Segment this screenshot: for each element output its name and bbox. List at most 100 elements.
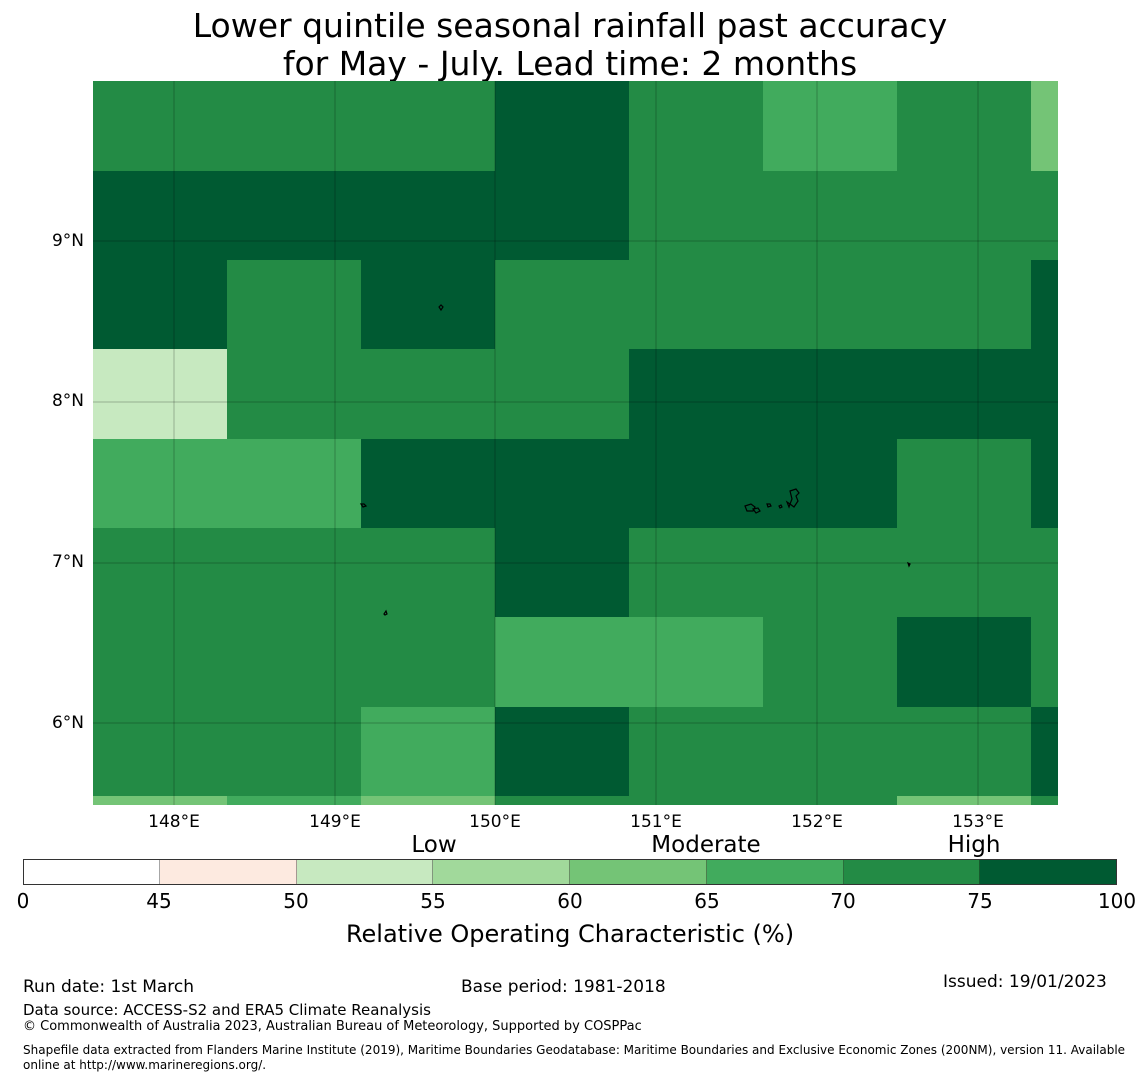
grid-cell	[763, 439, 898, 529]
grid-cell	[495, 439, 630, 529]
colorbar-tick-label: 75	[967, 889, 993, 913]
grid-cell	[227, 796, 362, 805]
island-outline	[785, 500, 791, 509]
island-outline	[778, 504, 783, 509]
grid-cell	[227, 81, 362, 172]
longitude-label: 148°E	[148, 812, 200, 832]
colorbar-segment	[24, 860, 160, 884]
island-outline	[751, 507, 761, 514]
longitude-label: 151°E	[630, 812, 682, 832]
grid-cell	[1031, 81, 1058, 172]
island-outline	[789, 488, 800, 508]
run-date: Run date: 1st March	[23, 977, 195, 997]
grid-cell	[495, 260, 630, 350]
grid-cell	[629, 81, 764, 172]
map-title-line-2: for May - July. Lead time: 2 months	[282, 44, 858, 83]
colorbar-segment	[843, 860, 981, 884]
grid-cells	[93, 81, 1058, 805]
grid-cell	[897, 349, 1032, 440]
colorbar-tick-label: 45	[146, 889, 172, 913]
colorbar-tick-label: 70	[830, 889, 856, 913]
grid-cell	[93, 81, 228, 172]
grid-cell	[763, 707, 898, 797]
grid-cell	[763, 617, 898, 708]
colorbar-tick-label: 0	[16, 889, 30, 913]
colorbar-segment	[980, 860, 1116, 884]
grid-cell	[361, 260, 496, 350]
island-outline	[766, 503, 772, 508]
longitude-label: 150°E	[469, 812, 521, 832]
colorbar-segment	[706, 860, 844, 884]
grid-cell	[763, 528, 898, 618]
grid-cell	[361, 349, 496, 440]
base-period: Base period: 1981-2018	[461, 977, 666, 997]
grid-cell	[897, 171, 1032, 261]
grid-cell	[361, 439, 496, 529]
grid-cell	[361, 707, 496, 797]
grid-cell	[897, 617, 1032, 708]
longitude-label: 149°E	[309, 812, 361, 832]
grid-cell	[1031, 439, 1058, 529]
issued-date: Issued: 19/01/2023	[943, 972, 1107, 992]
grid-cell	[629, 796, 764, 805]
longitude-label: 152°E	[791, 812, 843, 832]
grid-cell	[93, 796, 228, 805]
latitude-label: 7°N	[51, 552, 84, 572]
grid-cell	[361, 617, 496, 708]
grid-cell	[227, 528, 362, 618]
rainfall-accuracy-map	[93, 81, 1058, 805]
grid-cell	[897, 439, 1032, 529]
grid-cell	[495, 617, 630, 708]
grid-cell	[629, 528, 764, 618]
grid-cell	[93, 171, 228, 261]
longitude-label: 153°E	[952, 812, 1004, 832]
grid-cell	[629, 260, 764, 350]
grid-cell	[763, 260, 898, 350]
colorbar-tick-label: 50	[283, 889, 309, 913]
grid-cell	[629, 349, 764, 440]
grid-cell	[227, 617, 362, 708]
grid-cell	[495, 707, 630, 797]
grid-cell	[227, 439, 362, 529]
category-label-high: High	[947, 832, 1001, 858]
copyright: © Commonwealth of Australia 2023, Austra…	[23, 1019, 642, 1034]
grid-cell	[93, 528, 228, 618]
grid-cell	[897, 528, 1032, 618]
map-title-line-1: Lower quintile seasonal rainfall past ac…	[192, 6, 948, 45]
grid-cell	[227, 349, 362, 440]
grid-cell	[227, 707, 362, 797]
grid-cell	[227, 171, 362, 261]
grid-cell	[629, 171, 764, 261]
category-label-moderate: Moderate	[651, 832, 761, 858]
colorbar-segment	[570, 860, 707, 884]
graticule	[93, 81, 1058, 805]
grid-cell	[1031, 528, 1058, 618]
grid-cell	[763, 171, 898, 261]
grid-cell	[93, 439, 228, 529]
grid-cell	[763, 796, 898, 805]
colorbar-tick-label: 60	[557, 889, 583, 913]
grid-cell	[93, 349, 228, 440]
grid-cell	[897, 81, 1032, 172]
colorbar-label: Relative Operating Characteristic (%)	[345, 920, 795, 948]
grid-cell	[93, 260, 228, 350]
grid-cell	[361, 796, 496, 805]
colorbar-tick-label: 100	[1097, 889, 1137, 913]
island-outline	[906, 561, 911, 568]
category-label-low: Low	[411, 832, 457, 858]
colorbar	[23, 859, 1117, 885]
grid-cell	[1031, 707, 1058, 797]
grid-cell	[629, 707, 764, 797]
latitude-label: 9°N	[51, 231, 84, 251]
grid-cell	[1031, 349, 1058, 440]
grid-cell	[495, 81, 630, 172]
grid-cell	[897, 707, 1032, 797]
grid-cell	[93, 617, 228, 708]
grid-cell	[1031, 171, 1058, 261]
island-outline	[438, 304, 444, 312]
grid-cell	[763, 81, 898, 172]
colorbar-segment	[433, 860, 570, 884]
shapefile-credit: Shapefile data extracted from Flanders M…	[23, 1043, 1126, 1072]
grid-cell	[93, 707, 228, 797]
grid-cell	[495, 171, 630, 261]
